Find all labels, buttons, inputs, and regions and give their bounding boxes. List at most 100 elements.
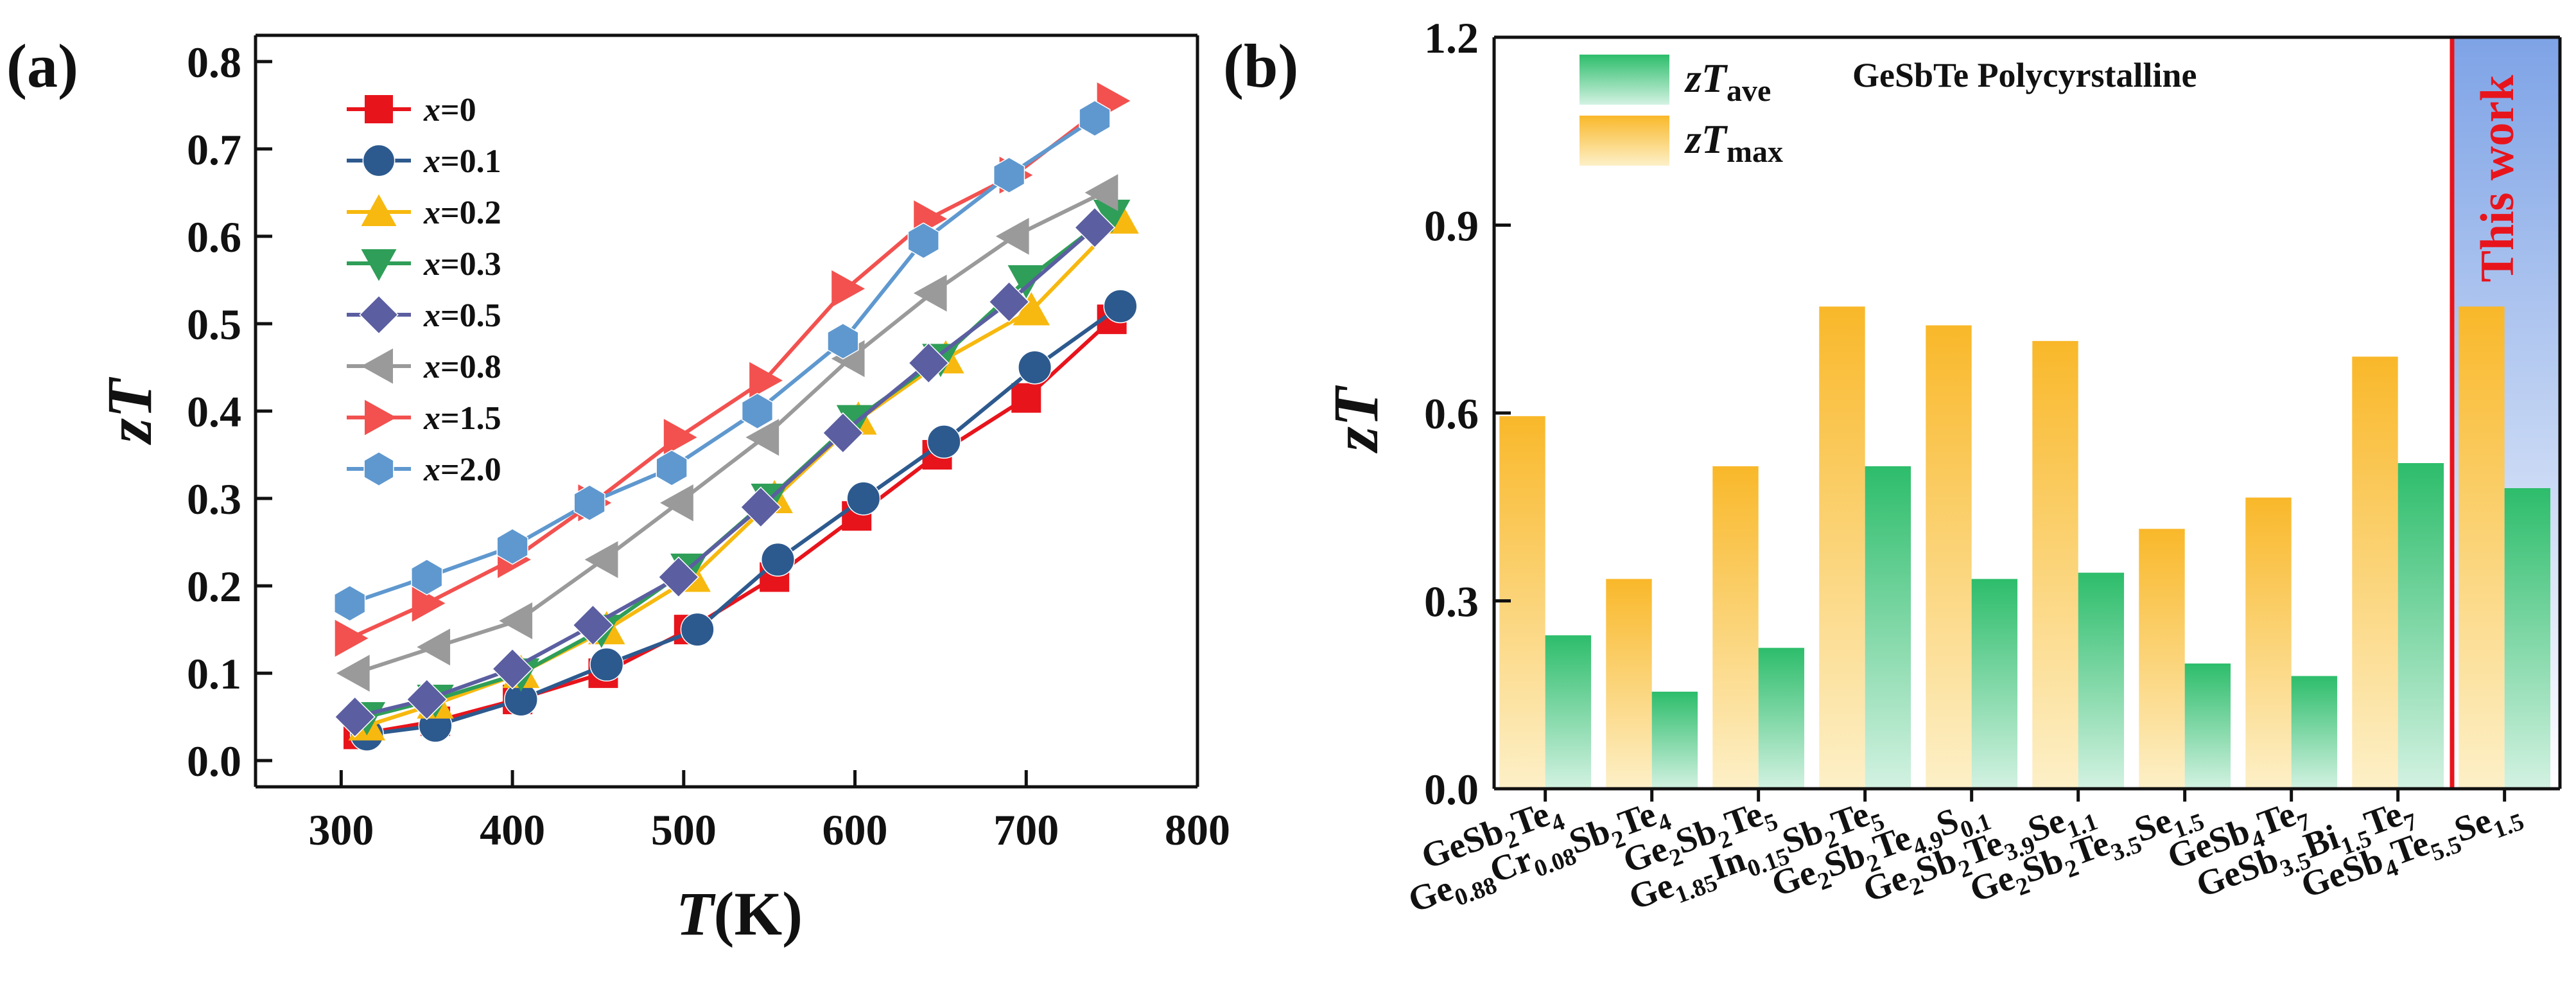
data-point — [761, 542, 796, 577]
bar-zt-ave — [1971, 579, 2018, 789]
bar-zt-ave — [2078, 572, 2125, 789]
bar-zt-ave — [2398, 463, 2444, 789]
y-tick-label: 0.2 — [187, 562, 241, 611]
legend-item: x=0.3 — [347, 246, 501, 283]
y-tick-label: 1.2 — [1424, 13, 1479, 62]
bar-zt-ave — [1865, 466, 1911, 789]
legend-marker — [359, 295, 399, 335]
series-line — [354, 191, 1104, 675]
series-x-1-5 — [335, 82, 1131, 657]
legend-label: x=1.5 — [423, 400, 501, 437]
x-tick-label: 500 — [651, 805, 717, 854]
y-tick-label: 0.0 — [187, 737, 241, 786]
bar-zt-max — [1926, 325, 1972, 789]
data-point — [660, 484, 693, 522]
y-axis-title: zT — [1320, 385, 1391, 453]
data-point — [412, 584, 446, 622]
legend-label: x=0.1 — [423, 143, 501, 180]
x-axis-title-unit: (K) — [714, 879, 803, 948]
data-point — [1093, 199, 1131, 233]
y-tick-label: 0.0 — [1424, 765, 1479, 814]
y-tick-label: 0.9 — [1424, 202, 1479, 250]
bar-group — [1712, 466, 1805, 789]
data-point — [1084, 174, 1118, 211]
series-line — [349, 116, 1096, 606]
y-tick-label: 0.1 — [187, 649, 241, 698]
legend-marker — [362, 144, 396, 177]
series-line — [358, 317, 1113, 737]
data-point — [988, 281, 1030, 323]
panel-a-axes: 0.0 0.1 0.2 0.3 0.4 0.5 0.6 0.7 0.8 300 400 500 600 7… — [94, 33, 1230, 948]
data-point — [663, 419, 697, 456]
panel-a-legend: x=0 x=0.1 x=0.2 x=0.3 x=0.5 x=0.8 x=1.5 x=2.0 — [347, 92, 501, 488]
bar-zt-max — [2459, 306, 2505, 789]
bar-zt-ave — [1758, 647, 1805, 789]
legend-marker — [361, 348, 393, 384]
legend-label: x=0.8 — [423, 349, 501, 385]
data-point — [741, 392, 774, 430]
series-line — [354, 226, 1096, 719]
bar-group — [1606, 579, 1698, 789]
data-point — [913, 274, 947, 312]
data-point — [822, 412, 864, 454]
bar-group — [2245, 497, 2338, 789]
y-tick-label: 0.3 — [187, 475, 241, 523]
y-axis-title: zT — [94, 376, 165, 445]
legend-item: x=1.5 — [347, 400, 501, 437]
y-tick-label: 0.3 — [1424, 577, 1479, 626]
panel-a-series-layer — [334, 82, 1139, 751]
bar-zt-ave — [1651, 691, 1698, 789]
legend-item: zTave — [1580, 55, 1771, 108]
series-line — [366, 304, 1122, 737]
x-axis-title: T(K) — [676, 879, 803, 948]
data-point — [336, 655, 370, 692]
data-point — [846, 481, 881, 516]
panel-b-legend: GeSbTe Polycyrstalline zTave zTmax — [1580, 55, 2197, 169]
x-tick-label: 400 — [480, 805, 545, 854]
bar-zt-max — [1712, 466, 1759, 789]
series-x-0-1 — [349, 289, 1138, 751]
series-x-2-0 — [334, 100, 1111, 622]
series-line — [349, 99, 1113, 640]
legend-item: x=2.0 — [347, 451, 501, 488]
x-tick-label: 300 — [308, 805, 374, 854]
panel-b-bars-layer: This work — [1499, 37, 2560, 789]
data-point — [927, 425, 961, 459]
y-tick-label: 0.8 — [187, 38, 241, 87]
data-point — [995, 218, 1029, 255]
data-point — [584, 541, 618, 579]
legend-item: x=0.1 — [347, 143, 501, 180]
bar-group — [2459, 306, 2551, 789]
x-tick-label: 700 — [993, 805, 1059, 854]
data-point — [907, 222, 939, 259]
bar-group — [1819, 306, 1911, 789]
chart-title: GeSbTe Polycyrstalline — [1852, 56, 2197, 94]
data-point — [749, 362, 783, 400]
bar-zt-max — [2139, 529, 2185, 789]
legend-label: zTmax — [1684, 116, 1783, 169]
data-point — [417, 628, 451, 666]
panel-b-label: (b) — [1223, 31, 1298, 100]
data-point — [993, 157, 1025, 194]
data-point — [589, 647, 624, 682]
x-tick-label: 600 — [822, 805, 888, 854]
data-point — [406, 678, 448, 721]
legend-label: zTave — [1684, 55, 1771, 108]
data-point — [656, 449, 688, 486]
panel-a-label: (a) — [6, 31, 78, 100]
y-tick-label: 0.5 — [187, 300, 241, 349]
bar-zt-ave — [2504, 488, 2551, 789]
bar-zt-max — [2032, 340, 2078, 789]
bar-group — [1499, 416, 1592, 789]
legend-label: x=0.2 — [423, 195, 501, 231]
data-point — [1103, 289, 1138, 324]
data-point — [1007, 265, 1045, 299]
y-tick-label: 0.4 — [187, 387, 241, 436]
bar-zt-ave — [2291, 676, 2338, 789]
x-tick-label: 800 — [1165, 805, 1230, 854]
data-point — [496, 528, 528, 565]
data-point — [908, 342, 950, 384]
legend-marker — [361, 249, 397, 281]
data-point — [491, 648, 534, 690]
